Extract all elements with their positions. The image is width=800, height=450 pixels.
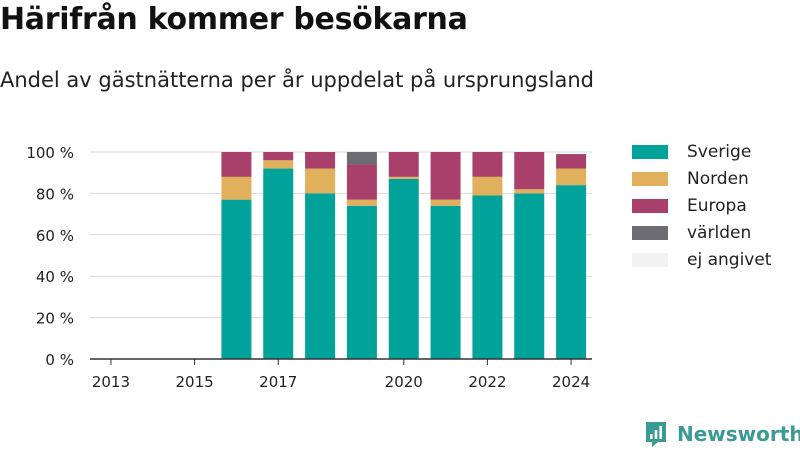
chart-title: Härifrån kommer besökarna [0, 2, 468, 37]
bar-segment [221, 199, 252, 359]
x-tick-label: 2015 [175, 373, 213, 391]
legend-label-varlden: världen [687, 222, 752, 243]
legend-item-europa: Europa [632, 192, 771, 219]
bar-segment [346, 205, 377, 359]
y-tick-label: 60 % [36, 227, 74, 245]
legend-swatch-ej-angivet [632, 252, 668, 267]
legend-item-norden: Norden [632, 165, 771, 192]
bar-segment [514, 193, 545, 359]
legend-label-ej-angivet: ej angivet [687, 249, 772, 270]
y-tick-label: 80 % [36, 185, 74, 203]
bar-segment [514, 189, 545, 194]
bar-segment [388, 176, 419, 179]
bar-segment [263, 152, 294, 161]
bar-segment [556, 154, 587, 169]
bar-segment [388, 178, 419, 359]
bar-segment [472, 195, 503, 359]
legend-item-varlden: världen [632, 219, 771, 246]
legend-swatch-sverige [632, 144, 668, 159]
bar-segment [346, 199, 377, 206]
legend-label-sverige: Sverige [687, 141, 752, 162]
x-tick-label: 2013 [92, 373, 130, 391]
bar-segment [346, 152, 377, 165]
bar-segment [514, 152, 545, 190]
x-tick-label: 2020 [385, 373, 423, 391]
legend-item-ej-angivet: ej angivet [632, 246, 771, 273]
bar-segment [430, 199, 461, 206]
legend-swatch-norden [632, 171, 668, 186]
brand-name: Newsworthy [677, 422, 800, 446]
bar-segment [221, 152, 252, 177]
bar-segment [305, 152, 336, 169]
bar-segment [221, 176, 252, 200]
bar-segment [346, 164, 377, 200]
y-tick-label: 20 % [36, 310, 74, 328]
y-tick-label: 40 % [36, 268, 74, 286]
newsworthy-logo-icon [646, 422, 666, 447]
legend-label-europa: Europa [687, 195, 747, 216]
bar-segment [472, 176, 503, 196]
bar-segment [556, 185, 587, 359]
legend-label-norden: Norden [687, 168, 749, 189]
brand-logo: Newsworthy [644, 420, 800, 448]
x-tick-label: 2022 [468, 373, 506, 391]
bar-segment [388, 152, 419, 177]
bar-segment [305, 193, 336, 359]
legend-item-sverige: Sverige [632, 138, 771, 165]
x-tick-label: 2024 [552, 373, 590, 391]
bar-segment [263, 160, 294, 169]
legend-swatch-varlden [632, 225, 668, 240]
bar-segment [472, 152, 503, 177]
legend-swatch-europa [632, 198, 668, 213]
bar-segment [430, 152, 461, 200]
chart-subtitle: Andel av gästnätterna per år uppdelat på… [0, 68, 594, 92]
bar-segment [430, 205, 461, 359]
x-tick-label: 2017 [259, 373, 297, 391]
bar-segment [305, 168, 336, 194]
legend: Sverige Norden Europa världen ej angivet [632, 138, 771, 273]
bar-segment [556, 168, 587, 186]
y-tick-label: 100 % [26, 144, 74, 162]
y-tick-label: 0 % [45, 351, 74, 369]
bar-segment [263, 168, 294, 359]
